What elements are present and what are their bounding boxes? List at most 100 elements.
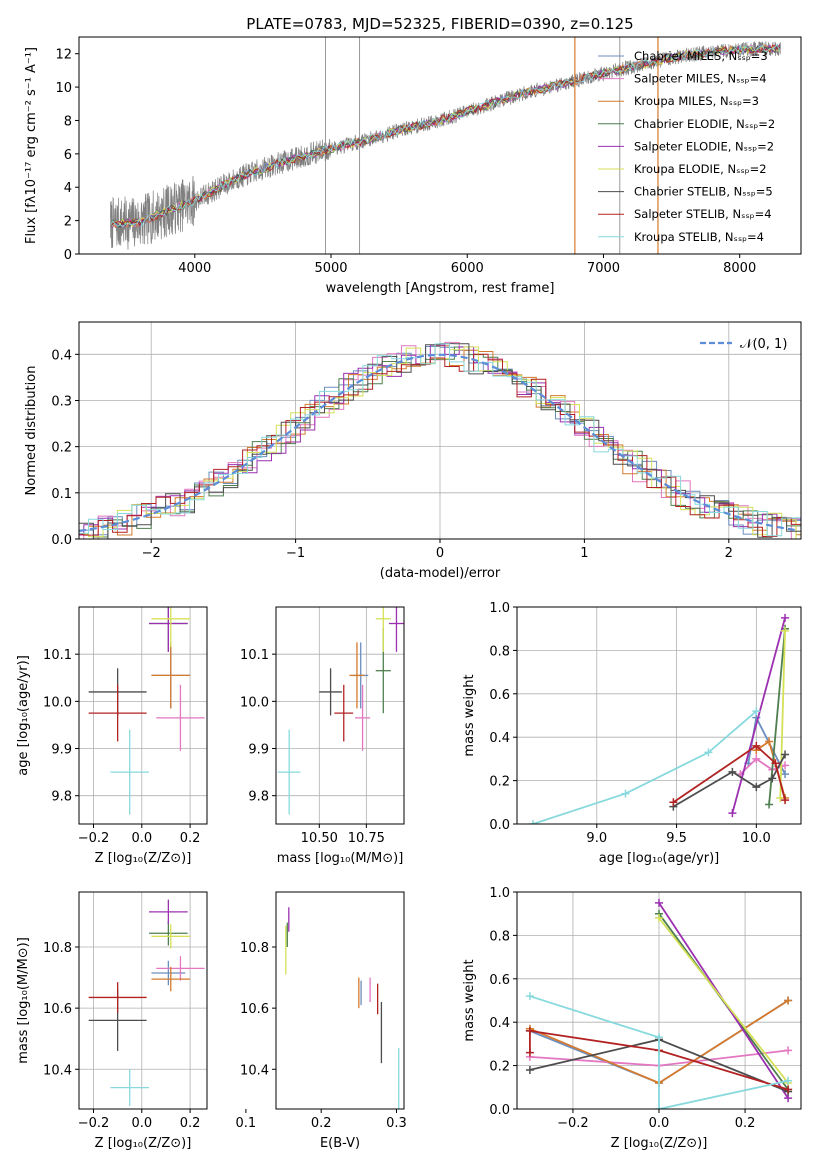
legend-entry: Salpeter ELODIE, Nₛₛₚ=2 xyxy=(634,139,774,153)
y-axis-label: mass weight xyxy=(462,674,477,756)
residual-histogram-series xyxy=(79,346,801,539)
series-marker xyxy=(525,992,534,1001)
normal-curve xyxy=(79,353,799,532)
series-line xyxy=(672,744,786,804)
x-tick-label: 10.50 xyxy=(301,831,338,846)
series-marker xyxy=(765,800,774,809)
y-tick-label: 10.1 xyxy=(43,648,72,663)
weight-series xyxy=(525,1026,793,1094)
y-tick-label: 10.0 xyxy=(43,695,72,710)
errorbar-point xyxy=(319,668,342,716)
y-tick-label: 10.0 xyxy=(240,695,269,710)
x-tick-label: 0.2 xyxy=(180,1116,201,1131)
errorbar-point xyxy=(110,729,150,815)
y-tick-label: 10.6 xyxy=(240,1002,269,1017)
plot-area xyxy=(88,607,205,815)
panel-mass-weight-vs-age: 9.0 9.5 10.0 0.0 0.2 0.4 0.6 0.8 1.0 age [log₁₀(a… xyxy=(462,601,802,866)
series-marker xyxy=(621,789,630,798)
errorbar-point xyxy=(334,684,354,742)
x-tick-label: 2 xyxy=(725,546,733,561)
y-tick-label: 10.1 xyxy=(240,648,269,663)
series-marker xyxy=(784,1076,793,1085)
series-marker xyxy=(752,754,761,763)
series-marker xyxy=(781,626,790,635)
axes-frame xyxy=(78,891,208,1110)
y-tick-label: 0.0 xyxy=(489,818,510,833)
y-tick-label: 9.9 xyxy=(248,743,269,758)
series-marker xyxy=(784,1046,793,1055)
series-marker xyxy=(771,759,780,768)
errorbar-point xyxy=(277,729,301,815)
panel-mass-weight-vs-metallicity: −0.2 0.0 0.2 0.0 0.2 0.4 0.6 0.8 1.0 Z [log₁₀(Z/Z… xyxy=(462,886,802,1151)
x-tick-label: −0.2 xyxy=(78,831,110,846)
errorbar-point xyxy=(88,982,147,1013)
series-marker xyxy=(776,793,785,802)
y-axis-label: Normed distribution xyxy=(24,366,39,496)
x-tick-label: 6000 xyxy=(451,261,484,276)
errorbar-point xyxy=(388,607,404,652)
plot-area xyxy=(285,907,400,1109)
series-line xyxy=(779,630,786,799)
model-spectrum xyxy=(109,45,781,226)
series-line xyxy=(731,617,786,814)
x-axis-label: wavelength [Angstrom, rest frame] xyxy=(326,281,555,296)
model-spectrum xyxy=(109,44,781,227)
legend-entry: Salpeter MILES, Nₛₛₚ=4 xyxy=(634,72,767,86)
y-tick-label: 0.6 xyxy=(489,973,510,988)
y-tick-label: 12 xyxy=(55,48,72,63)
y-tick-label: 10 xyxy=(55,81,72,96)
legend-entry: Salpeter STELIB, Nₛₛₚ=4 xyxy=(634,207,772,221)
plot-area xyxy=(528,613,790,824)
series-marker xyxy=(752,783,761,792)
errorbar-point xyxy=(110,1069,150,1106)
y-tick-label: 0.0 xyxy=(51,533,72,548)
x-axis-label: age [log₁₀(age/yr)] xyxy=(599,851,720,866)
y-axis-label: age [log₁₀(age/yr)] xyxy=(16,655,31,776)
y-tick-label: 10.4 xyxy=(240,1063,269,1078)
x-tick-label: 0.0 xyxy=(649,1116,670,1131)
errorbar-point xyxy=(149,921,188,946)
panel-age-vs-metallicity: −0.2 0.0 0.2 9.8 9.9 10.0 10.1 Z [log₁₀(Z/Z⊙)] a… xyxy=(16,606,208,866)
y-tick-label: 0 xyxy=(64,248,72,263)
y-tick-label: 4 xyxy=(64,181,72,196)
series-marker xyxy=(784,996,793,1005)
panel-spectrum: 4000 5000 6000 7000 8000 0 2 4 6 8 10 12 wavelength … xyxy=(24,15,802,296)
legend-entry: Kroupa ELODIE, Nₛₛₚ=2 xyxy=(634,162,767,176)
x-tick-label: 10.0 xyxy=(742,831,771,846)
x-axis-label: Z [log₁₀(Z/Z⊙)] xyxy=(95,1136,192,1151)
errorbar-point xyxy=(151,960,186,986)
x-axis-label: Z [log₁₀(Z/Z⊙)] xyxy=(95,851,192,866)
x-tick-label: 7000 xyxy=(587,261,620,276)
y-tick-label: 10.6 xyxy=(43,1002,72,1017)
panel-age-vs-mass: 10.50 10.75 9.8 9.9 10.0 10.1 mass [log₁₀(M/M⊙… xyxy=(240,606,405,866)
x-tick-label: −0.2 xyxy=(557,1116,589,1131)
y-tick-label: 0.8 xyxy=(489,929,510,944)
errorbar-point xyxy=(151,966,191,992)
x-axis-label: E(B-V) xyxy=(320,1136,360,1151)
errorbar-point xyxy=(375,607,391,652)
series-marker xyxy=(781,613,790,622)
axes-frame xyxy=(78,36,802,255)
weight-series xyxy=(669,741,790,807)
series-marker xyxy=(655,1033,663,1042)
x-axis-label: mass [log₁₀(M/M⊙)] xyxy=(277,851,404,866)
y-tick-label: 9.9 xyxy=(51,743,72,758)
series-line xyxy=(532,710,757,824)
errorbar-point xyxy=(156,956,205,981)
legend-entry: Chabrier MILES, Nₛₛₚ=3 xyxy=(634,49,768,63)
series-marker xyxy=(781,796,790,805)
series-marker xyxy=(655,898,663,907)
y-axis-label: mass [log₁₀(M/M⊙)] xyxy=(16,937,31,1064)
axes-frame xyxy=(275,891,405,1110)
y-tick-label: 0.3 xyxy=(51,394,72,409)
x-tick-label: 0.3 xyxy=(386,1116,407,1131)
axes-frame xyxy=(516,606,802,825)
weight-series xyxy=(525,992,793,1109)
x-tick-label: 0.0 xyxy=(131,831,152,846)
weight-series xyxy=(528,707,761,824)
y-tick-label: 0.2 xyxy=(51,441,72,456)
panel-mass-vs-metallicity: −0.2 0.0 0.2 10.4 10.6 10.8 Z [log₁₀(Z/Z⊙)] mas… xyxy=(16,891,208,1151)
series-marker xyxy=(525,1048,534,1057)
series-line xyxy=(529,995,789,1109)
